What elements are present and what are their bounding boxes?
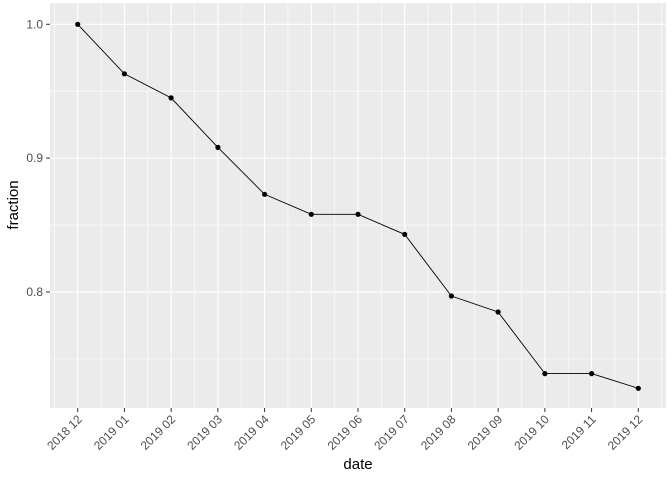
data-point — [402, 231, 408, 237]
y-tick-label: 0.8 — [26, 285, 43, 299]
x-tick-label: 2019 07 — [371, 412, 412, 453]
x-tick-label: 2018 12 — [44, 412, 85, 453]
x-tick-label: 2019 01 — [91, 412, 132, 453]
data-point — [121, 71, 127, 77]
x-tick-label: 2019 04 — [231, 412, 272, 453]
data-point — [75, 21, 81, 27]
data-point — [215, 144, 221, 150]
x-tick-label: 2019 06 — [325, 412, 366, 453]
x-tick-label: 2019 02 — [138, 412, 179, 453]
data-point — [355, 211, 361, 217]
axis-tick-marks — [46, 23, 639, 412]
x-tick-label: 2019 10 — [511, 412, 552, 453]
major-gridlines — [50, 3, 666, 408]
x-tick-label: 2019 12 — [605, 412, 646, 453]
data-points — [75, 21, 641, 391]
data-point — [542, 371, 548, 377]
data-point — [635, 385, 641, 391]
y-axis-labels: 1.0 0.9 0.8 — [26, 17, 43, 299]
y-tick-label: 1.0 — [26, 17, 43, 31]
data-point — [589, 371, 595, 377]
y-axis-title: fraction — [5, 180, 22, 229]
data-point — [495, 309, 501, 315]
x-axis-labels: 2018 12 2019 01 2019 02 2019 03 2019 04 2019 … — [44, 412, 645, 453]
y-tick-label: 0.9 — [26, 151, 43, 165]
x-tick-label: 2019 11 — [559, 412, 599, 452]
data-point — [448, 293, 454, 299]
x-tick-label: 2019 08 — [418, 412, 459, 453]
x-axis-title: date — [343, 456, 372, 473]
data-point — [262, 191, 268, 197]
data-point — [308, 211, 314, 217]
x-tick-label: 2019 05 — [278, 412, 319, 453]
data-point — [168, 95, 174, 101]
x-tick-label: 2019 03 — [184, 412, 225, 453]
x-tick-label: 2019 09 — [465, 412, 506, 453]
